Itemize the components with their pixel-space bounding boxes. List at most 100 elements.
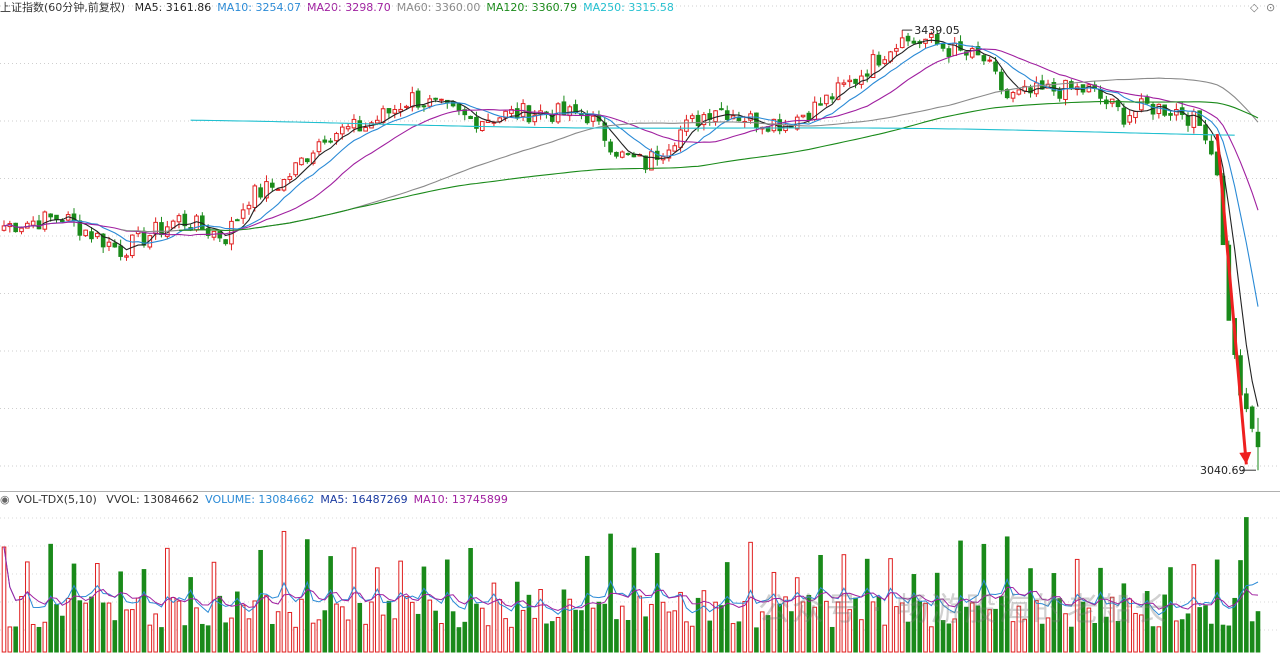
volume-bar [859, 619, 864, 653]
volume-bar [188, 577, 193, 653]
collapse-icon[interactable]: ⊙ [1266, 1, 1276, 14]
volume-bar [404, 596, 409, 653]
volume-bar [1144, 591, 1150, 653]
volume-bar [153, 613, 158, 653]
candle-body [310, 152, 316, 164]
volume-bar [264, 595, 269, 653]
volume-bar [299, 598, 304, 653]
volume-bar [1057, 598, 1062, 653]
candle-body [19, 227, 24, 233]
ma250-line [190, 119, 1235, 136]
candle-body [567, 106, 573, 117]
volume-bar [911, 574, 917, 653]
candle-body [83, 229, 88, 237]
candle-body [689, 115, 695, 119]
candle-body [392, 109, 398, 114]
volume-bar [724, 562, 730, 653]
candle-body [374, 119, 380, 124]
volume-bar [130, 609, 135, 653]
volume-bar [555, 616, 561, 653]
volume-bar [561, 589, 567, 653]
volume-bar [398, 560, 403, 653]
volume-bar [77, 600, 83, 653]
candle-body [30, 220, 36, 226]
candle-body [293, 162, 298, 176]
volume-bar [754, 627, 759, 653]
candle-body [60, 219, 65, 222]
volume-bar [217, 595, 223, 653]
candle-body [987, 59, 993, 62]
volume-bar [1209, 623, 1214, 653]
price-legend-item: MA5: 3161.86 [134, 1, 212, 14]
volume-bar [427, 599, 433, 653]
candle-body [106, 241, 112, 247]
candle-body [357, 120, 363, 132]
volume-bar [765, 615, 771, 653]
volume-bar [13, 626, 18, 653]
candle-body [794, 116, 800, 130]
volume-bar [864, 558, 870, 653]
candle-body [124, 255, 129, 258]
price-legend-item: MA10: 3254.07 [217, 1, 301, 14]
volume-bar [538, 589, 543, 653]
candle-body [1115, 100, 1121, 108]
volume-bar [1121, 583, 1127, 653]
candle-body [252, 185, 258, 208]
volume-bar [240, 604, 246, 653]
candle-body [182, 213, 188, 227]
volume-bar [89, 596, 94, 653]
volume-bar [1226, 625, 1232, 653]
volume-bar [713, 601, 718, 653]
volume-bar [929, 626, 934, 653]
volume-bar [503, 618, 508, 653]
volume-bar [386, 600, 392, 653]
volume-bar [310, 622, 316, 653]
volume-bar [888, 558, 893, 653]
volume-bar [25, 561, 30, 653]
volume-bar [1039, 623, 1045, 653]
candle-body [864, 73, 870, 77]
candle-body [217, 231, 223, 239]
candle-body [999, 71, 1004, 91]
volume-bar [1255, 611, 1261, 653]
candle-body [304, 158, 310, 163]
volume-bar [433, 610, 438, 653]
volume-bar [590, 607, 596, 653]
volume-toggle-icon[interactable]: ◉ [0, 493, 10, 506]
volume-bar [269, 623, 275, 653]
volume-legend-item: VOLUME: 13084662 [205, 493, 315, 506]
candle-body [503, 110, 508, 119]
volume-bar [287, 611, 293, 653]
volume-bar [1150, 626, 1156, 653]
volume-bar [345, 619, 351, 653]
volume-bar [759, 611, 765, 653]
volume-bar [392, 618, 398, 653]
volume-bar [444, 559, 450, 653]
ma5-line [3, 39, 1259, 407]
diamond-icon[interactable]: ◇ [1250, 1, 1259, 14]
volume-bar [940, 620, 946, 653]
price-chart-title: 上证指数(60分钟,前复权) [0, 1, 126, 14]
candle-body [876, 54, 882, 66]
volume-bar [275, 611, 281, 653]
candle-body [701, 114, 707, 126]
candle-body [328, 140, 333, 143]
volume-bar [1232, 597, 1237, 653]
candle-body [95, 232, 100, 238]
volume-bar [894, 606, 899, 653]
watermark: 公众号 · 畅游股海的老船长 [758, 590, 1169, 628]
price-legend-item: MA60: 3360.00 [396, 1, 481, 14]
volume-bar [631, 547, 637, 653]
candle-body [777, 119, 783, 132]
volume-bar [60, 615, 65, 653]
volume-bar [1203, 605, 1208, 653]
volume-bar [106, 602, 112, 653]
volume-bar [736, 621, 742, 653]
volume-bar [339, 606, 345, 653]
volume-bar [112, 620, 118, 653]
candle-body [882, 59, 888, 64]
volume-bar [999, 596, 1004, 653]
volume-bar [637, 595, 643, 653]
volume-bar [1069, 626, 1074, 653]
